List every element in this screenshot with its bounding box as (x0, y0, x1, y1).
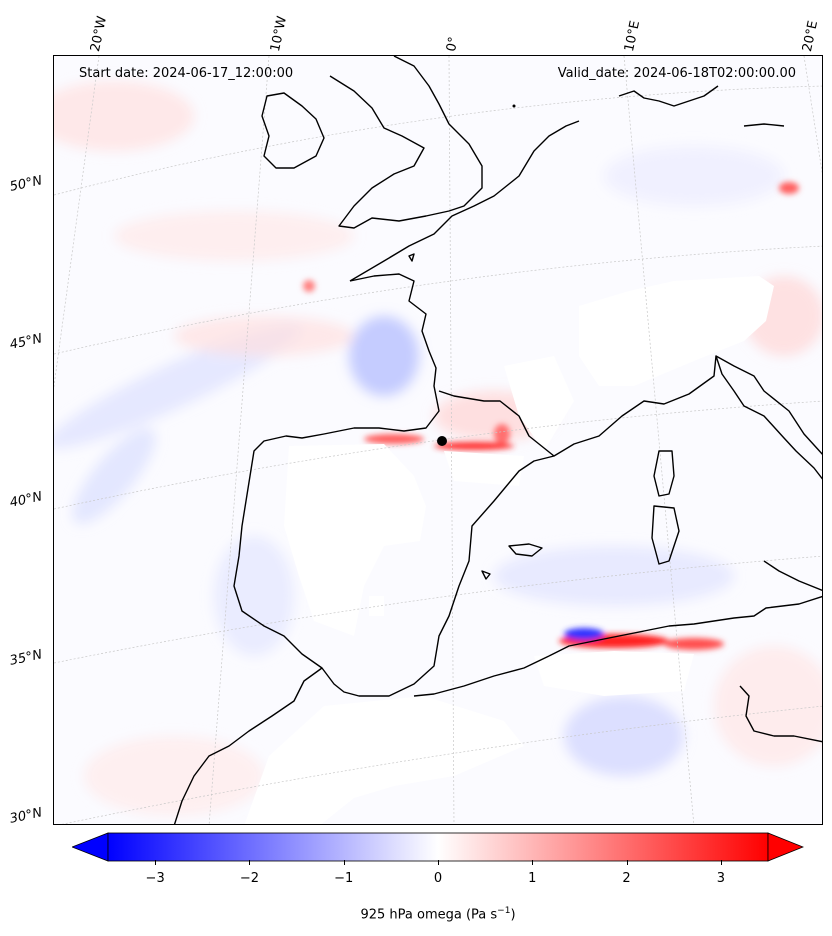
colorbar-tick-label: −3 (145, 871, 165, 886)
lon-label-10w: 10°W (268, 14, 291, 54)
colorbar-tick-mark (438, 860, 439, 865)
map-canvas (54, 56, 822, 824)
coastlines (173, 56, 822, 824)
colorbar-tick-label: 0 (433, 871, 443, 886)
colorbar-extend-low (70, 832, 109, 862)
colorbar-tick-mark (720, 860, 722, 865)
omega-field (54, 56, 822, 824)
map-panel (53, 55, 823, 825)
colorbar-tick-label: 2 (622, 871, 631, 886)
colorbar-tick-mark (249, 860, 251, 865)
colorbar-tick-label: 3 (716, 871, 725, 886)
coastline-details (437, 104, 516, 446)
masked-high-terrain (244, 276, 774, 824)
lat-label-45n: 45°N (8, 331, 44, 353)
colorbar-tick-label: −1 (334, 871, 354, 886)
lon-label-10e: 10°E (622, 19, 644, 54)
colorbar-tick-mark (155, 860, 157, 865)
colorbar-extend-high (767, 832, 805, 862)
lat-label-30n: 30°N (8, 805, 44, 827)
start-date-label: Start date: 2024-06-17_12:00:00 (79, 66, 294, 81)
colorbar-tick-mark (343, 860, 345, 865)
valid-date-label: Valid_date: 2024-06-18T02:00:00.00 (557, 66, 796, 81)
graticule (54, 56, 822, 824)
colorbar-tick-label: −2 (239, 871, 260, 886)
colorbar-gradient (107, 832, 769, 862)
lon-label-20w: 20°W (88, 14, 111, 54)
colorbar-label: 925 hPa omega (Pa s−1) (360, 906, 516, 923)
lon-label-0: 0° (444, 35, 462, 54)
lat-label-50n: 50°N (8, 173, 44, 195)
lon-label-20e: 20°E (800, 19, 822, 54)
colorbar-tick-label: 1 (528, 871, 537, 886)
colorbar (70, 832, 805, 862)
colorbar-tick-mark (532, 860, 534, 865)
colorbar-tick-mark (626, 860, 628, 865)
lat-label-35n: 35°N (8, 647, 44, 669)
lat-label-40n: 40°N (8, 489, 44, 511)
